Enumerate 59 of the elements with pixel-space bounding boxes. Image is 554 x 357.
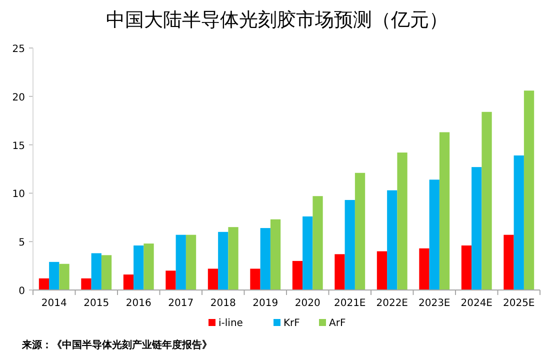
y-tick-label: 15 (12, 140, 25, 152)
source-note: 来源：《中国半导体光刻产业链年度报告》 (21, 339, 212, 351)
bar (397, 152, 408, 290)
bar (166, 270, 176, 290)
y-tick-label: 10 (12, 189, 25, 200)
x-tick-label: 2019 (252, 298, 278, 309)
x-tick-label: 2023E (418, 298, 450, 309)
bar (59, 264, 70, 290)
bar (38, 278, 50, 290)
x-tick-label: 2024E (460, 298, 493, 309)
bar (101, 255, 112, 290)
bar (429, 180, 440, 290)
x-tick-label: 2018 (210, 298, 236, 309)
bar (482, 112, 492, 290)
chart-title: 中国大陆半导体光刻胶市场预测（亿元） (106, 9, 448, 31)
x-tick-label: 2016 (126, 298, 152, 309)
bar (250, 268, 260, 290)
bar (504, 234, 514, 290)
bar (186, 234, 196, 290)
bar (344, 200, 355, 290)
bar (354, 172, 366, 290)
bar (472, 167, 482, 290)
bar (176, 234, 186, 290)
bar (123, 274, 134, 290)
legend-label: KrF (284, 318, 300, 329)
bar (461, 245, 472, 290)
x-tick-label: 2014 (41, 298, 67, 309)
bar (439, 132, 450, 290)
bar (292, 260, 303, 290)
bar (218, 232, 228, 290)
bar (260, 228, 270, 290)
bar (514, 155, 524, 290)
x-tick-label: 2015 (84, 298, 110, 309)
bar (81, 278, 92, 290)
x-tick-label: 2025E (502, 298, 535, 309)
y-tick-label: 0 (18, 286, 25, 297)
y-tick-label: 25 (12, 44, 25, 55)
x-tick-label: 2017 (168, 298, 194, 309)
x-tick-label: 2020 (294, 298, 320, 309)
bar (334, 254, 345, 290)
legend-label: ArF (329, 318, 346, 329)
bar (134, 245, 144, 290)
y-tick-label: 5 (18, 238, 25, 249)
bar (302, 216, 313, 290)
bar (376, 251, 388, 290)
bar (208, 268, 218, 290)
y-tick-label: 20 (12, 92, 25, 104)
bar (387, 190, 398, 290)
bar (312, 196, 323, 290)
bar (419, 248, 430, 290)
bar (270, 219, 281, 290)
bar (49, 262, 60, 290)
bar (144, 244, 154, 290)
bar (91, 253, 102, 290)
bar (524, 90, 534, 290)
x-tick-label: 2021E (334, 298, 366, 309)
bar (228, 227, 238, 290)
legend-label: i-line (218, 318, 243, 329)
x-tick-label: 2022E (376, 298, 408, 309)
